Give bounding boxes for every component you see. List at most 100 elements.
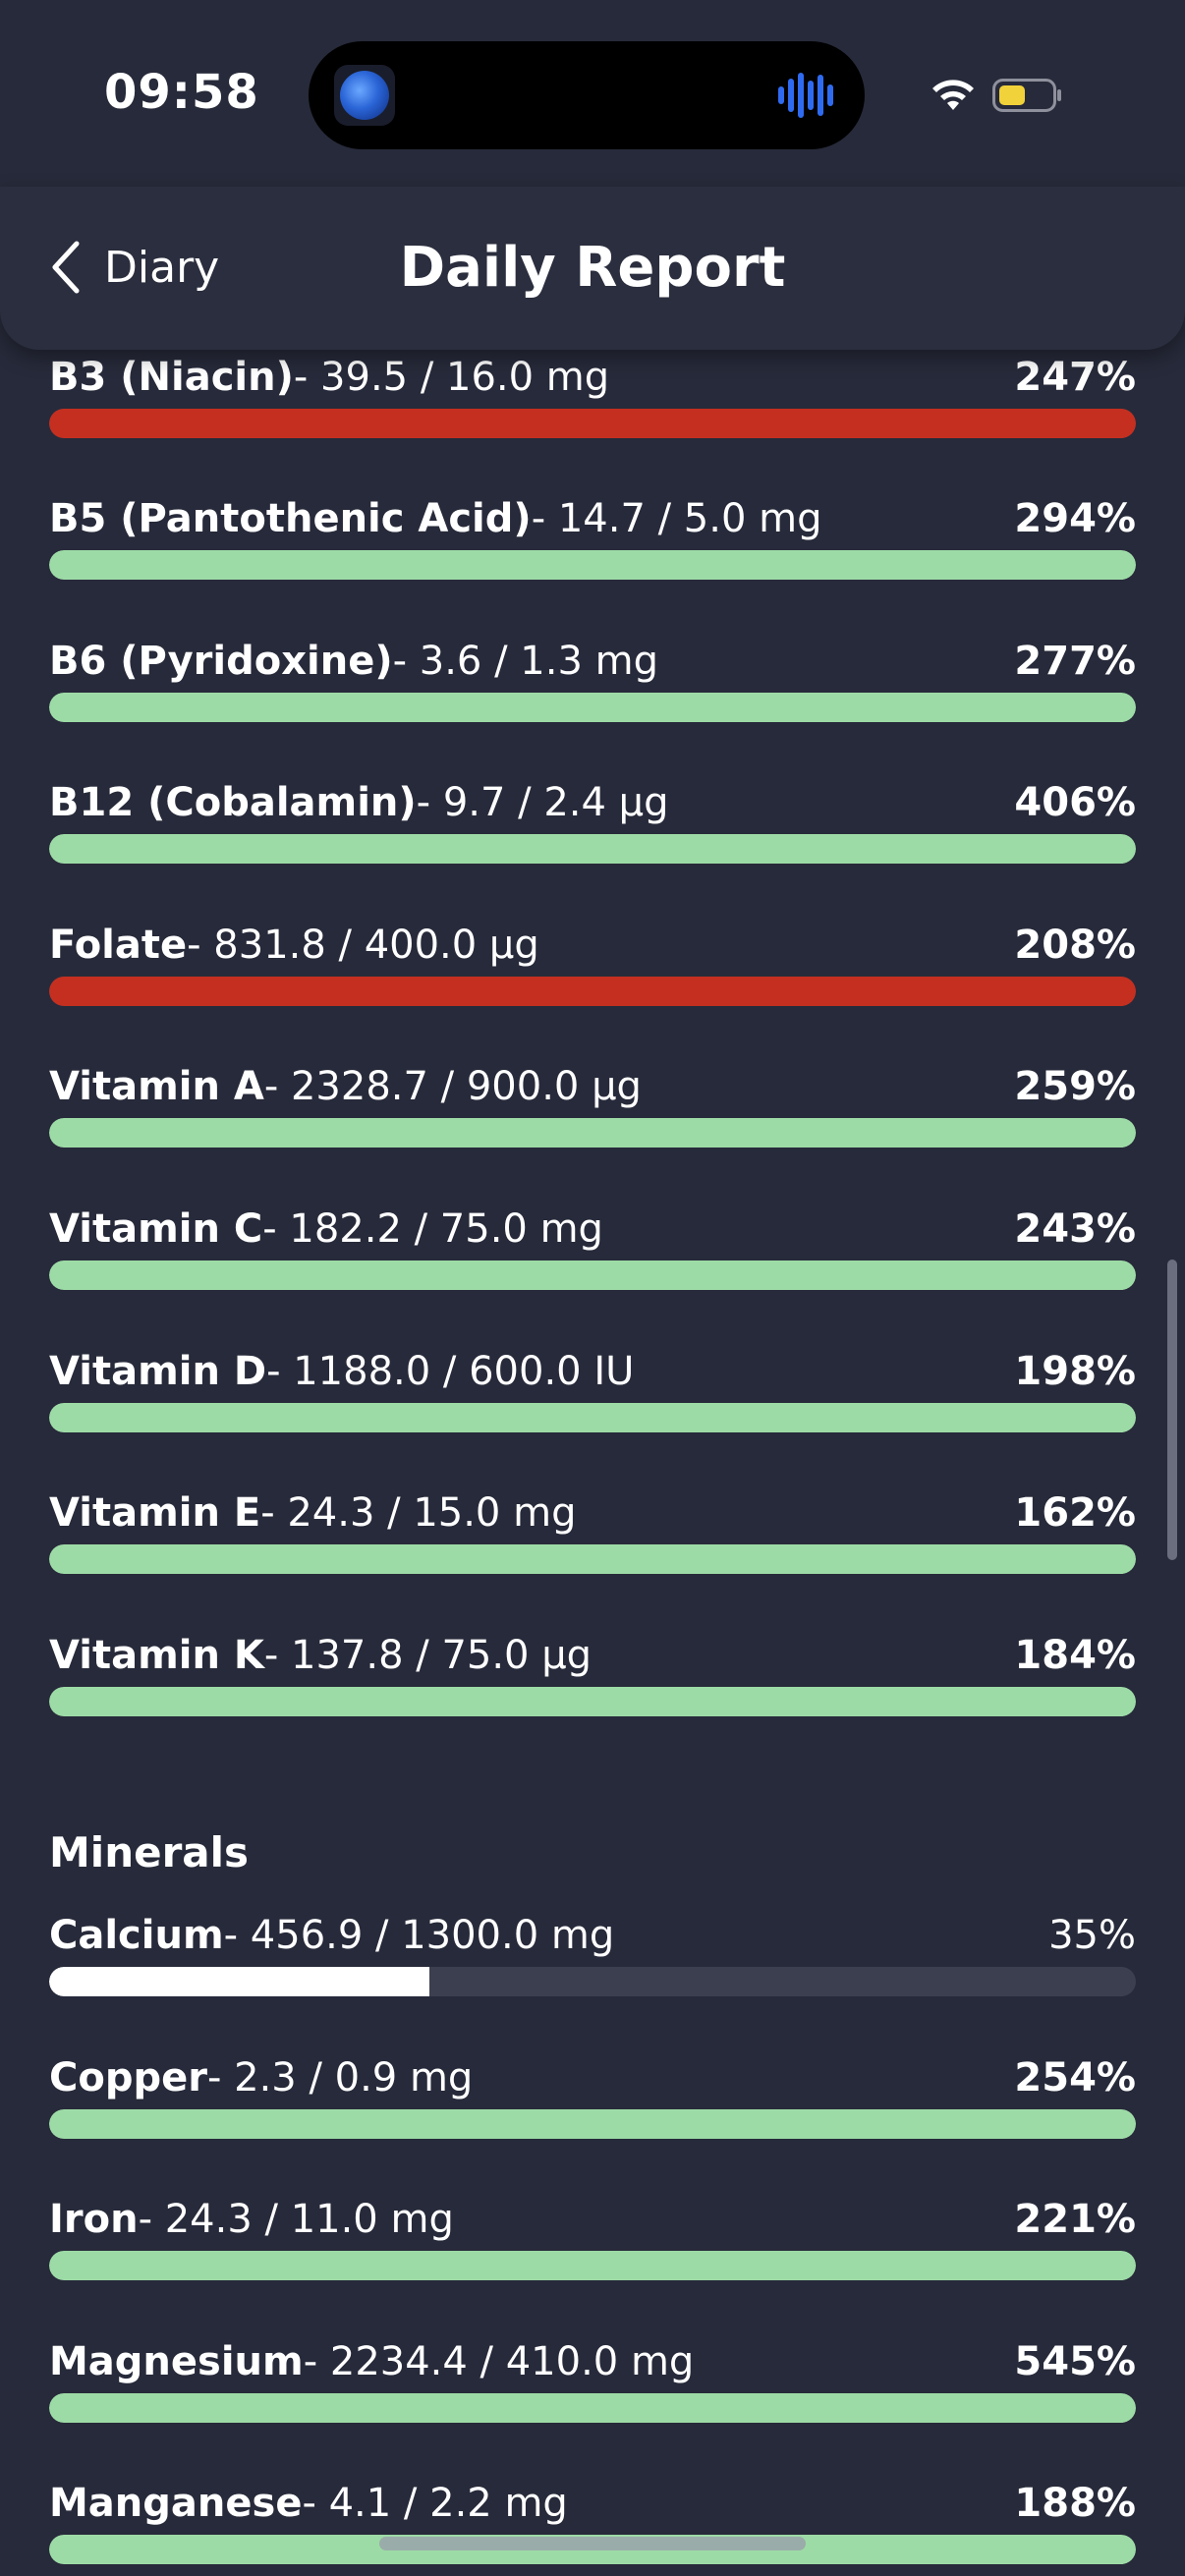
nutrient-percent: 545%	[1014, 2339, 1136, 2384]
nutrient-amount: - 4.1 / 2.2 mg	[302, 2481, 568, 2526]
nutrient-name: Vitamin C	[49, 1206, 263, 1252]
progress-bar	[49, 550, 1136, 580]
nutrient-percent: 198%	[1014, 1349, 1136, 1394]
nutrient-name: Manganese	[49, 2481, 303, 2526]
nutrient-percent: 162%	[1014, 1490, 1136, 1536]
nutrient-name: B3 (Niacin)	[49, 355, 294, 400]
nutrient-row-iron[interactable]: Iron- 24.3 / 11.0 mg 221%	[49, 2156, 1136, 2280]
nutrient-percent: 294%	[1014, 496, 1136, 541]
nutrient-row-calcium[interactable]: Calcium- 456.9 / 1300.0 mg 35%	[49, 1873, 1136, 1996]
nutrient-amount: - 24.3 / 15.0 mg	[260, 1490, 577, 1536]
nutrient-percent: 188%	[1014, 2481, 1136, 2526]
nutrient-row-copper[interactable]: Copper- 2.3 / 0.9 mg 254%	[49, 2015, 1136, 2139]
nutrient-percent: 221%	[1014, 2197, 1136, 2242]
nutrient-amount: - 2234.4 / 410.0 mg	[303, 2339, 695, 2384]
status-time: 09:58	[104, 65, 259, 120]
progress-fill	[49, 1687, 1136, 1716]
nutrient-row-b3[interactable]: B3 (Niacin)- 39.5 / 16.0 mg 247%	[49, 314, 1136, 438]
nav-header: Diary Daily Report	[0, 187, 1185, 350]
progress-bar	[49, 977, 1136, 1006]
status-bar: 09:58	[0, 0, 1185, 187]
nutrient-percent: 247%	[1014, 355, 1136, 400]
wifi-icon	[932, 80, 974, 110]
nutrient-percent: 208%	[1014, 923, 1136, 968]
nutrient-row-vitamin-d[interactable]: Vitamin D- 1188.0 / 600.0 IU 198%	[49, 1309, 1136, 1432]
progress-fill	[49, 1260, 1136, 1290]
back-label: Diary	[104, 242, 220, 293]
nutrient-name: Copper	[49, 2055, 207, 2100]
nutrient-amount: - 9.7 / 2.4 µg	[416, 780, 669, 825]
nutrient-percent: 277%	[1014, 639, 1136, 684]
nutrient-percent: 259%	[1014, 1064, 1136, 1109]
nutrient-row-folate[interactable]: Folate- 831.8 / 400.0 µg 208%	[49, 882, 1136, 1006]
nutrient-name: Vitamin A	[49, 1064, 264, 1109]
section-title-minerals: Minerals	[49, 1828, 250, 1876]
progress-bar	[49, 2109, 1136, 2139]
nutrient-percent: 184%	[1014, 1633, 1136, 1678]
nutrient-row-vitamin-c[interactable]: Vitamin C- 182.2 / 75.0 mg 243%	[49, 1166, 1136, 1290]
battery-icon	[992, 79, 1061, 112]
nutrient-amount: - 456.9 / 1300.0 mg	[223, 1913, 615, 1958]
nutrient-percent: 406%	[1014, 780, 1136, 825]
nutrient-name: Magnesium	[49, 2339, 304, 2384]
progress-bar	[49, 1403, 1136, 1432]
progress-fill	[49, 834, 1136, 864]
progress-bar	[49, 2393, 1136, 2423]
nutrient-amount: - 2328.7 / 900.0 µg	[263, 1064, 642, 1109]
scrollbar[interactable]	[1167, 1260, 1177, 1560]
back-button[interactable]: Diary	[49, 238, 219, 297]
progress-bar	[49, 409, 1136, 438]
nutrient-amount: - 39.5 / 16.0 mg	[293, 355, 610, 400]
dynamic-island[interactable]	[309, 41, 865, 149]
nutrient-amount: - 24.3 / 11.0 mg	[138, 2197, 454, 2242]
progress-fill	[49, 977, 1136, 1006]
nutrient-row-b5[interactable]: B5 (Pantothenic Acid)- 14.7 / 5.0 mg 294%	[49, 456, 1136, 580]
progress-bar	[49, 2251, 1136, 2280]
progress-fill	[49, 2251, 1136, 2280]
nutrient-row-vitamin-a[interactable]: Vitamin A- 2328.7 / 900.0 µg 259%	[49, 1024, 1136, 1148]
nutrient-name: Calcium	[49, 1913, 224, 1958]
nutrient-name: B6 (Pyridoxine)	[49, 639, 393, 684]
progress-fill	[49, 1403, 1136, 1432]
progress-fill	[49, 1967, 430, 1996]
nutrient-percent: 35%	[1048, 1913, 1136, 1958]
progress-fill	[49, 409, 1136, 438]
nutrient-amount: - 1188.0 / 600.0 IU	[266, 1349, 635, 1394]
progress-fill	[49, 1118, 1136, 1148]
nutrient-percent: 254%	[1014, 2055, 1136, 2100]
progress-bar	[49, 1967, 1136, 1996]
nutrient-name: B12 (Cobalamin)	[49, 780, 417, 825]
nutrient-amount: - 831.8 / 400.0 µg	[187, 923, 539, 968]
nutrient-name: Iron	[49, 2197, 139, 2242]
progress-fill	[49, 550, 1136, 580]
nutrient-amount: - 137.8 / 75.0 µg	[263, 1633, 592, 1678]
nutrient-amount: - 14.7 / 5.0 mg	[531, 496, 822, 541]
home-indicator[interactable]	[379, 2537, 806, 2550]
nutrient-name: B5 (Pantothenic Acid)	[49, 496, 532, 541]
nutrient-row-b6[interactable]: B6 (Pyridoxine)- 3.6 / 1.3 mg 277%	[49, 598, 1136, 722]
nutrient-row-magnesium[interactable]: Magnesium- 2234.4 / 410.0 mg 545%	[49, 2299, 1136, 2423]
nutrient-row-vitamin-k[interactable]: Vitamin K- 137.8 / 75.0 µg 184%	[49, 1593, 1136, 1716]
nutrient-name: Vitamin E	[49, 1490, 261, 1536]
progress-fill	[49, 1544, 1136, 1574]
progress-fill	[49, 2109, 1136, 2139]
nutrient-amount: - 2.3 / 0.9 mg	[206, 2055, 474, 2100]
nutrient-row-vitamin-e[interactable]: Vitamin E- 24.3 / 15.0 mg 162%	[49, 1450, 1136, 1574]
progress-bar	[49, 1118, 1136, 1148]
progress-bar	[49, 693, 1136, 722]
nutrient-row-manganese[interactable]: Manganese- 4.1 / 2.2 mg 188%	[49, 2440, 1136, 2564]
nutrient-amount: - 182.2 / 75.0 mg	[262, 1206, 603, 1252]
nutrient-amount: - 3.6 / 1.3 mg	[392, 639, 658, 684]
chevron-left-icon	[52, 241, 80, 294]
progress-bar	[49, 1687, 1136, 1716]
nutrient-percent: 243%	[1014, 1206, 1136, 1252]
audio-waveform-icon	[778, 73, 833, 118]
progress-bar	[49, 834, 1136, 864]
progress-bar	[49, 1260, 1136, 1290]
progress-bar	[49, 1544, 1136, 1574]
nutrient-row-b12[interactable]: B12 (Cobalamin)- 9.7 / 2.4 µg 406%	[49, 740, 1136, 864]
progress-fill	[49, 2393, 1136, 2423]
nutrient-name: Vitamin D	[49, 1349, 267, 1394]
nutrient-name: Vitamin K	[49, 1633, 264, 1678]
progress-fill	[49, 693, 1136, 722]
